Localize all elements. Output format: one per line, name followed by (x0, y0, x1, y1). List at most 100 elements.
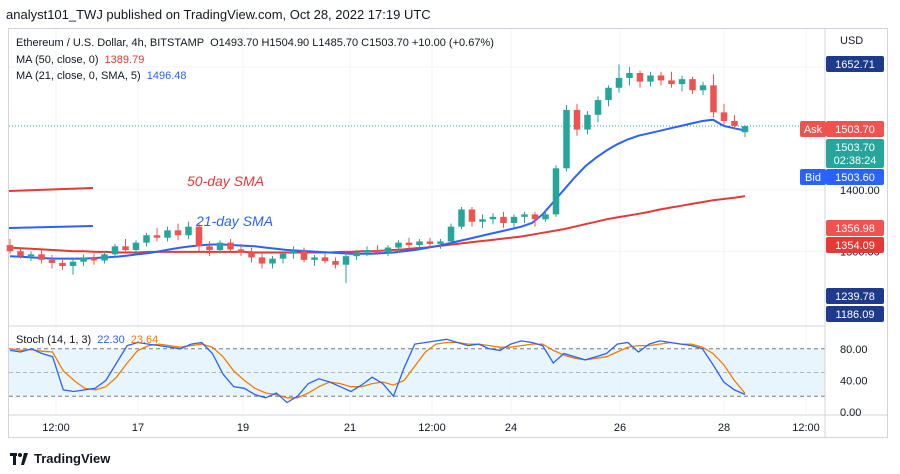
ma50-badge-a (826, 220, 884, 236)
symbol-name: Ethereum / U.S. Dollar, 4h, BITSTAMP (16, 37, 204, 49)
candle-body (48, 259, 56, 263)
time-axis-label: 28 (718, 422, 730, 434)
candle-body (300, 251, 308, 260)
candle-body (248, 252, 255, 258)
ma21-legend-value: 1496.48 (147, 70, 187, 82)
low-badge-a (826, 288, 884, 304)
candle-body (626, 73, 633, 78)
ask-label: Ask (804, 124, 823, 136)
candle-body (468, 209, 476, 222)
stoch-k-line (9, 338, 746, 404)
stoch-k-value: 22.30 (97, 334, 125, 346)
tradingview-logo-icon (10, 452, 28, 465)
ask-label-badge (800, 121, 826, 137)
chart-frame (8, 28, 888, 438)
candle-body (489, 216, 497, 220)
footer-brand: TradingView (34, 451, 111, 466)
candle-body (395, 242, 402, 248)
last-price-badge (826, 139, 884, 168)
candle-body (647, 75, 654, 82)
currency-label: USD (840, 35, 863, 47)
candle-body (185, 226, 192, 236)
candle-body (531, 214, 539, 220)
ma50-line (9, 195, 746, 254)
annotation-line-50sma (8, 187, 94, 192)
footer[interactable]: TradingView (10, 451, 110, 466)
candle-body (542, 214, 549, 220)
candle-body (206, 246, 213, 251)
candle-body (594, 100, 602, 115)
stoch-tick-label: 0.00 (840, 407, 861, 419)
candle-body (237, 249, 245, 253)
candle-body (132, 242, 140, 251)
candle-body (269, 258, 276, 264)
time-axis-label: 12:00 (418, 422, 446, 434)
candle-body (101, 254, 108, 261)
candle-body (143, 235, 150, 243)
candle-body (584, 114, 591, 130)
candle-body (80, 257, 87, 262)
candle-body (321, 257, 329, 262)
candle-body (479, 219, 486, 222)
candle-body (216, 242, 224, 251)
candle-body (615, 77, 623, 88)
ma50-legend: MA (50, close, 0) 1389.79 (16, 54, 144, 66)
candle-body (174, 230, 182, 236)
candle-body (731, 120, 738, 126)
bid-badge (826, 169, 884, 185)
ma50-badge-b (826, 237, 884, 253)
annotation-50sma: 50-day SMA (187, 173, 264, 189)
candle-body (426, 241, 434, 244)
candle-body (573, 109, 581, 130)
candle-body (69, 261, 77, 266)
time-axis-label: 21 (344, 422, 356, 434)
candle-body (363, 250, 371, 253)
candle-body (279, 253, 287, 259)
candle-body (353, 252, 360, 257)
candle-body (227, 242, 234, 250)
candle-body (563, 109, 570, 169)
candle-body (153, 235, 161, 238)
candle-body (311, 257, 318, 260)
stoch-d-line (9, 341, 746, 399)
last-price-value: 1503.70 (835, 142, 875, 154)
candle-body (741, 126, 749, 133)
ask-badge (826, 121, 884, 137)
time-axis-label: 17 (132, 422, 144, 434)
candle-body (710, 85, 717, 113)
bid-label: Bid (805, 172, 821, 184)
bid-label-badge (800, 169, 826, 185)
candle-body (657, 75, 665, 81)
ma50-legend-label: MA (50, close, 0) (16, 54, 99, 66)
low-badge-a-value: 1239.78 (835, 291, 875, 303)
price-tick-label: 1400.00 (840, 185, 880, 197)
high-badge (826, 56, 884, 72)
ma50-badge-b-value: 1354.09 (835, 240, 875, 252)
candle-body (164, 230, 171, 238)
stoch-tick-label: 80.00 (840, 344, 868, 356)
candle-body (699, 85, 707, 91)
candle-body (447, 226, 455, 242)
candle-body (437, 241, 444, 244)
stoch-legend: Stoch (14, 1, 3) 22.30 23.64 (16, 334, 158, 346)
candle-body (521, 214, 528, 217)
ma21-legend-label: MA (21, close, 0, SMA, 5) (16, 70, 141, 82)
candle-body (720, 112, 728, 121)
candle-body (374, 250, 381, 253)
time-axis-label: 12:00 (42, 422, 70, 434)
candle-body (17, 251, 24, 257)
ma21-line (9, 118, 746, 260)
candle-body (510, 216, 518, 223)
candle-body (290, 251, 297, 254)
candle-body (258, 257, 266, 264)
stoch-tick-label: 40.00 (840, 375, 868, 387)
candle-body (384, 247, 392, 253)
candle-body (416, 241, 423, 246)
candle-body (27, 254, 35, 257)
low-badge-b (826, 306, 884, 322)
candle-body (6, 245, 14, 252)
candle-body (636, 73, 644, 82)
symbol-legend: Ethereum / U.S. Dollar, 4h, BITSTAMP O149… (16, 37, 494, 49)
candle-body (605, 87, 612, 101)
